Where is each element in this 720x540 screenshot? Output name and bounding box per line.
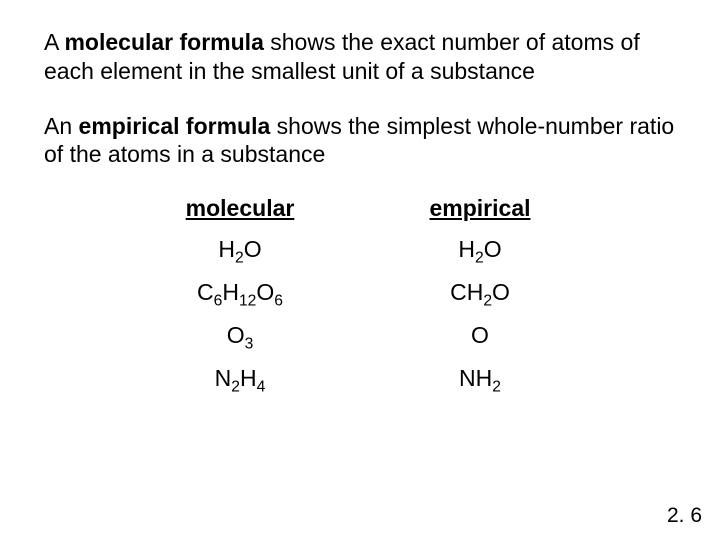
page-number: 2. 6	[667, 504, 702, 528]
paragraph-molecular-def: A molecular formula shows the exact numb…	[44, 28, 676, 86]
paragraph-empirical-def: An empirical formula shows the simplest …	[44, 112, 676, 170]
p1-lead: A	[44, 29, 64, 55]
cell-molecular: C6H12O6	[120, 279, 360, 306]
slide: A molecular formula shows the exact numb…	[0, 0, 720, 392]
table-header-row: molecular empirical	[120, 195, 600, 222]
cell-molecular: H2O	[120, 236, 360, 263]
header-empirical: empirical	[360, 195, 600, 222]
cell-empirical: NH2	[360, 365, 600, 392]
header-molecular: molecular	[120, 195, 360, 222]
p2-term: empirical formula	[79, 113, 271, 139]
cell-empirical: O	[360, 322, 600, 349]
p2-lead: An	[44, 113, 79, 139]
cell-empirical: H2O	[360, 236, 600, 263]
cell-empirical: CH2O	[360, 279, 600, 306]
formula-table: molecular empirical H2OH2OC6H12O6CH2OO3O…	[120, 195, 600, 392]
table-row: O3O	[120, 322, 600, 349]
table-row: C6H12O6CH2O	[120, 279, 600, 306]
p1-term: molecular formula	[64, 29, 263, 55]
cell-molecular: N2H4	[120, 365, 360, 392]
cell-molecular: O3	[120, 322, 360, 349]
table-row: N2H4NH2	[120, 365, 600, 392]
table-row: H2OH2O	[120, 236, 600, 263]
